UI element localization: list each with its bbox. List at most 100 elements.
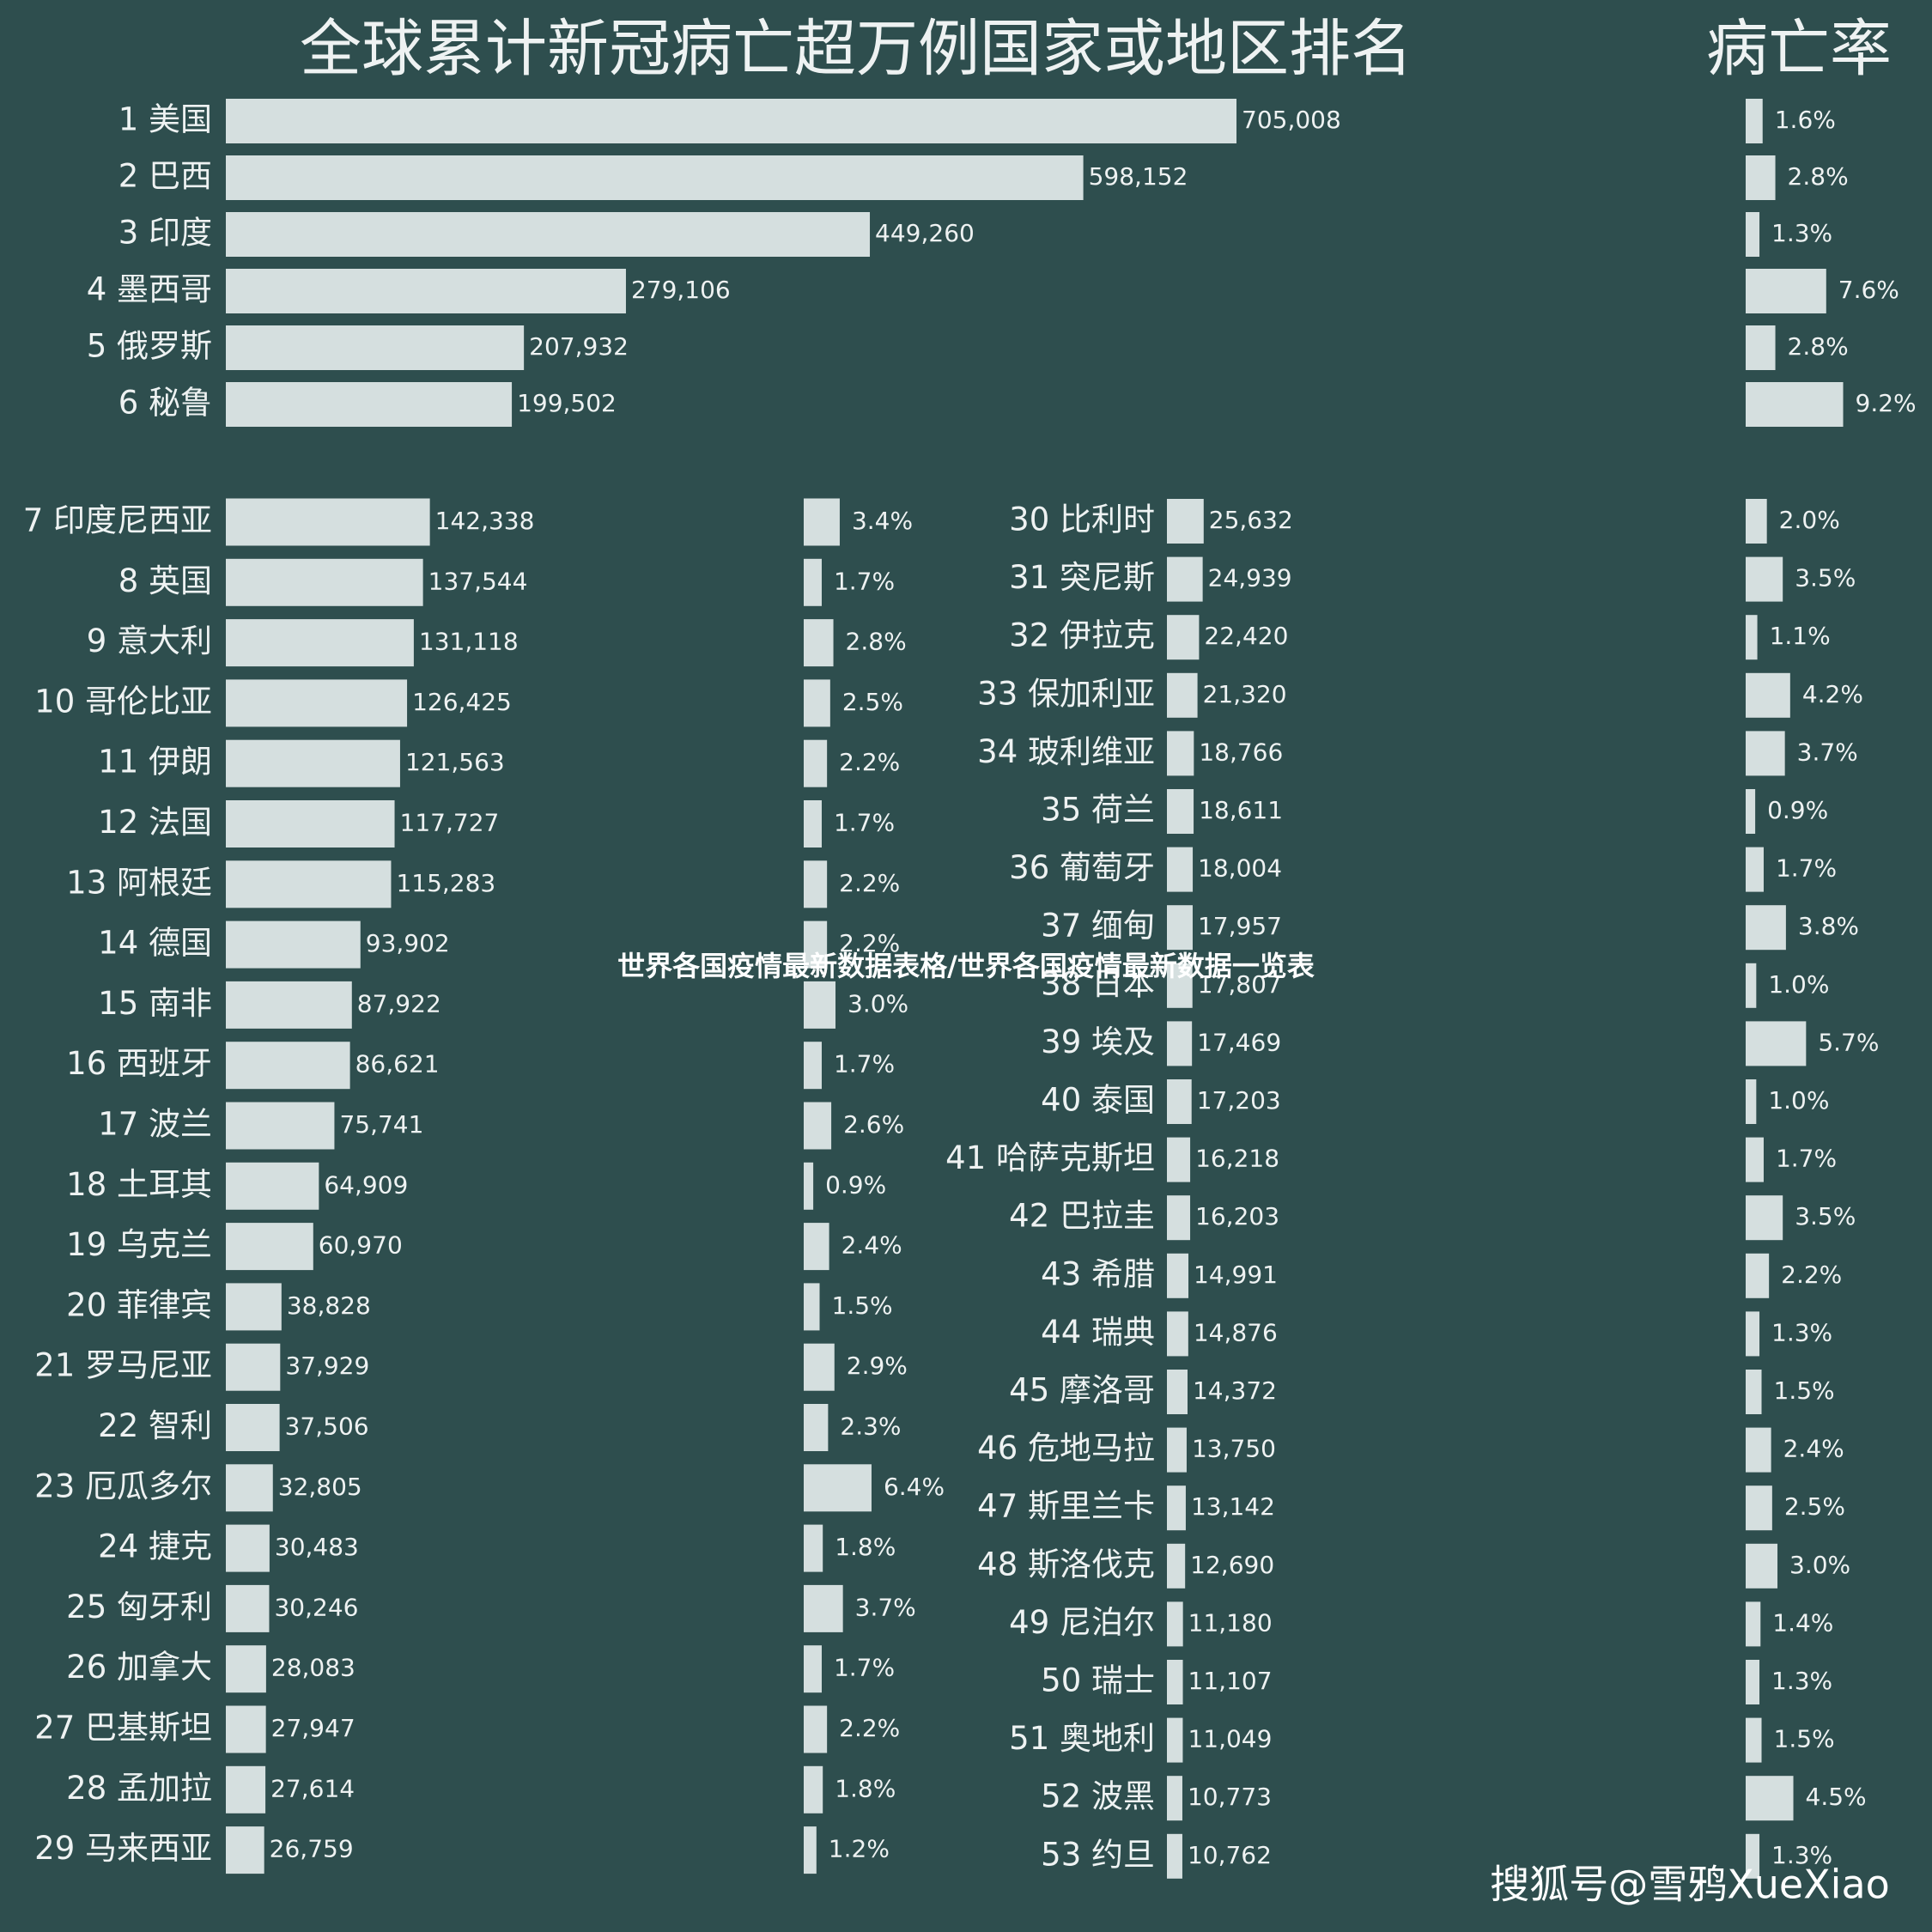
value-label: 14,372 <box>1193 1376 1277 1405</box>
rate-bar <box>804 1162 814 1210</box>
value-label: 26,759 <box>270 1835 354 1863</box>
rate-label: 1.1% <box>1770 622 1831 650</box>
rate-label: 0.9% <box>825 1170 886 1199</box>
category-label: 3 印度 <box>118 215 212 252</box>
death-bar <box>226 800 395 848</box>
rate-label: 1.5% <box>1774 1725 1835 1753</box>
rate-label: 1.3% <box>1771 1841 1832 1869</box>
rate-label: 1.3% <box>1771 1318 1832 1346</box>
category-label: 16 西班牙 <box>66 1045 212 1082</box>
death-bar <box>1167 1485 1186 1531</box>
category-label: 50 瑞士 <box>1041 1662 1155 1699</box>
death-bar <box>1167 1137 1191 1182</box>
value-label: 117,727 <box>400 809 500 837</box>
rate-label: 2.0% <box>1779 506 1840 534</box>
value-label: 24,939 <box>1208 564 1292 592</box>
category-label: 22 智利 <box>98 1407 212 1444</box>
rate-bar <box>804 1705 828 1753</box>
death-bar <box>1167 1660 1183 1704</box>
value-label: 12,690 <box>1190 1551 1274 1579</box>
rate-bar <box>804 558 822 606</box>
rate-bar <box>1746 1833 1760 1879</box>
category-label: 45 摩洛哥 <box>1009 1372 1155 1409</box>
rate-bar <box>804 1042 822 1090</box>
value-label: 11,180 <box>1188 1608 1273 1637</box>
rate-bar <box>1746 499 1767 544</box>
rate-label: 1.7% <box>834 1050 895 1078</box>
rate-label: 2.9% <box>847 1352 908 1380</box>
rate-label: 3.5% <box>1795 1202 1856 1230</box>
value-label: 25,632 <box>1209 506 1293 534</box>
value-label: 37,506 <box>285 1413 369 1441</box>
death-bar <box>226 1102 335 1150</box>
value-label: 10,773 <box>1188 1783 1272 1811</box>
category-label: 2 巴西 <box>118 158 212 195</box>
death-bar <box>226 1404 280 1451</box>
rate-bar <box>804 1765 823 1814</box>
value-label: 93,902 <box>366 929 450 957</box>
rate-label: 2.2% <box>839 748 900 776</box>
category-label: 4 墨西哥 <box>87 271 212 308</box>
category-label: 21 罗马尼亚 <box>34 1347 212 1384</box>
death-bar <box>226 212 871 257</box>
rate-bar <box>1746 1079 1757 1124</box>
category-label: 30 比利时 <box>1009 501 1155 538</box>
category-label: 25 匈牙利 <box>66 1589 212 1625</box>
value-label: 27,947 <box>271 1714 355 1742</box>
rate-label: 1.4% <box>1772 1608 1833 1637</box>
death-bar <box>226 155 1084 200</box>
rate-bar <box>804 739 828 787</box>
value-label: 11,107 <box>1188 1667 1273 1695</box>
value-label: 18,004 <box>1198 854 1282 883</box>
rate-bar <box>804 1102 832 1150</box>
rate-bar <box>1746 1370 1762 1414</box>
category-label: 51 奥地利 <box>1009 1720 1155 1757</box>
rate-label: 6.4% <box>884 1473 945 1501</box>
rate-label: 1.8% <box>835 1774 896 1802</box>
rate-bar <box>1746 382 1844 427</box>
value-label: 10,762 <box>1188 1841 1272 1869</box>
rate-bar <box>1746 556 1783 602</box>
category-label: 14 德国 <box>98 925 212 962</box>
rate-label: 2.2% <box>1781 1261 1842 1289</box>
death-bar <box>226 1705 266 1753</box>
death-bar <box>226 739 400 787</box>
category-label: 52 波黑 <box>1041 1778 1155 1815</box>
rate-bar <box>1746 1137 1764 1182</box>
value-label: 30,483 <box>275 1533 359 1561</box>
category-label: 47 斯里兰卡 <box>977 1488 1155 1525</box>
rate-bar <box>1746 155 1776 200</box>
rate-bar <box>1746 1485 1772 1531</box>
rate-label: 2.2% <box>839 1714 900 1742</box>
value-label: 17,957 <box>1198 912 1282 940</box>
rate-bar <box>1746 1427 1771 1473</box>
death-bar <box>226 498 430 546</box>
death-bar <box>226 1042 350 1090</box>
category-label: 15 南非 <box>98 985 212 1022</box>
death-bar <box>1167 847 1194 892</box>
value-label: 32,805 <box>278 1473 362 1501</box>
rate-bar <box>804 1404 829 1451</box>
rate-bar <box>1746 731 1785 776</box>
value-label: 17,203 <box>1197 1086 1281 1115</box>
category-label: 33 保加利亚 <box>977 675 1155 712</box>
value-label: 279,106 <box>631 276 731 304</box>
death-bar <box>226 325 525 370</box>
value-label: 17,807 <box>1198 970 1282 999</box>
death-bar <box>1167 1543 1186 1589</box>
rate-label: 2.3% <box>840 1413 901 1441</box>
value-label: 17,469 <box>1197 1028 1281 1056</box>
value-label: 64,909 <box>324 1170 408 1199</box>
death-bar <box>1167 963 1193 1008</box>
value-label: 38,828 <box>287 1291 371 1320</box>
category-label: 6 秘鲁 <box>118 385 212 422</box>
death-bar <box>226 1223 313 1271</box>
rate-label: 1.7% <box>1776 1145 1837 1173</box>
value-label: 199,502 <box>517 389 617 417</box>
category-label: 37 缅甸 <box>1041 908 1155 945</box>
category-label: 1 美国 <box>118 101 212 138</box>
value-label: 14,991 <box>1194 1261 1278 1289</box>
rate-bar <box>804 860 828 908</box>
rate-bar <box>1746 905 1786 951</box>
death-bar <box>226 679 408 727</box>
